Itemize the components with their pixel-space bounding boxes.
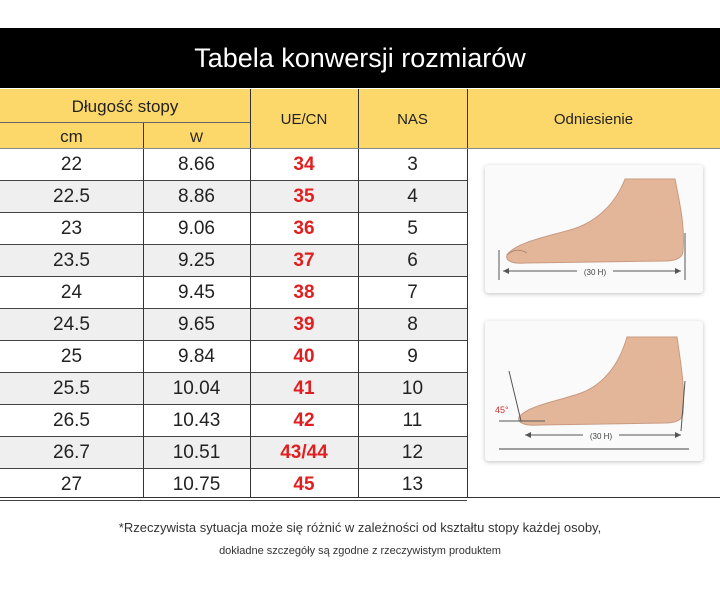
- cell-us: 7: [407, 282, 418, 303]
- cell-w: 9.06: [178, 218, 215, 239]
- header-w: W: [189, 129, 204, 145]
- reference-label: (30 H): [584, 268, 607, 277]
- foot-length-measure-icon: (30 H): [498, 178, 686, 280]
- cell-eu: 36: [293, 218, 315, 239]
- divider: [250, 89, 251, 497]
- table-row: 23.5 9.25 37 6: [0, 245, 467, 277]
- cell-cm: 24: [60, 282, 83, 303]
- cell-us: 5: [407, 218, 418, 239]
- divider: [143, 123, 144, 497]
- cell-w: 10.43: [172, 410, 221, 431]
- cell-us: 10: [401, 378, 424, 399]
- cell-eu: 45: [293, 474, 315, 495]
- cell-us: 13: [401, 474, 424, 495]
- cell-eu: 41: [293, 378, 315, 399]
- cell-cm: 25.5: [53, 378, 90, 399]
- divider: [358, 89, 359, 497]
- cell-eu: 43/44: [280, 442, 328, 463]
- foot-angle-measure-icon: 45° (30 H): [495, 336, 689, 450]
- row-divider: [0, 244, 467, 245]
- cell-w: 10.75: [172, 474, 221, 495]
- header-us: NAS: [397, 110, 428, 128]
- cell-cm: 24.5: [53, 314, 90, 335]
- cell-us: 9: [407, 346, 418, 367]
- cell-eu: 40: [293, 346, 315, 367]
- table-row: 23 9.06 36 5: [0, 213, 467, 245]
- table-row: 25.5 10.04 41 10: [0, 373, 467, 405]
- angle-label: 45°: [495, 405, 509, 415]
- row-divider: [0, 212, 467, 213]
- table-row: 22 8.66 34 3: [0, 149, 467, 181]
- table-row: 22.5 8.86 35 4: [0, 181, 467, 213]
- header-reference: Odniesienie: [553, 110, 634, 128]
- divider: [0, 497, 720, 498]
- cell-us: 8: [407, 314, 418, 335]
- cell-cm: 23: [60, 218, 83, 239]
- cell-eu: 37: [293, 250, 315, 271]
- cell-us: 12: [401, 442, 424, 463]
- row-divider: [0, 276, 467, 277]
- row-divider: [0, 340, 467, 341]
- table-row: 24.5 9.65 39 8: [0, 309, 467, 341]
- cell-w: 9.84: [178, 346, 215, 367]
- cell-cm: 22.5: [53, 186, 90, 207]
- cell-w: 8.66: [178, 154, 215, 175]
- row-divider: [0, 436, 467, 437]
- cell-us: 4: [407, 186, 418, 207]
- reference-label: (30 H): [590, 432, 613, 441]
- cell-w: 8.86: [178, 186, 215, 207]
- divider: [0, 148, 720, 149]
- cell-w: 10.51: [172, 442, 221, 463]
- cell-w: 9.45: [178, 282, 215, 303]
- cell-cm: 22: [60, 154, 83, 175]
- row-divider: [0, 468, 467, 469]
- footnote-line-1: *Rzeczywista sytuacja może się różnić w …: [118, 520, 602, 535]
- cell-w: 10.04: [172, 378, 221, 399]
- cell-eu: 42: [293, 410, 315, 431]
- table-row: 26.5 10.43 42 11: [0, 405, 467, 437]
- row-divider: [0, 404, 467, 405]
- cell-us: 3: [407, 154, 418, 175]
- cell-us: 6: [407, 250, 418, 271]
- header-eu-cn: UE/CN: [280, 110, 328, 128]
- header-cm: cm: [60, 127, 83, 146]
- footnote-line-2: dokładne szczegóły są zgodne z rzeczywis…: [219, 545, 501, 557]
- reference-panel: (30 H) 45° (30 H): [468, 149, 720, 497]
- row-divider: [0, 372, 467, 373]
- row-divider: [0, 500, 467, 501]
- cell-cm: 26.7: [53, 442, 90, 463]
- cell-us: 11: [402, 410, 423, 431]
- cell-cm: 23.5: [53, 250, 90, 271]
- divider: [467, 89, 468, 497]
- chart-title: Tabela konwersji rozmiarów: [0, 28, 720, 88]
- table-row: 25 9.84 40 9: [0, 341, 467, 373]
- cell-w: 9.65: [178, 314, 215, 335]
- cell-eu: 34: [293, 154, 315, 175]
- cell-eu: 35: [293, 186, 315, 207]
- cell-cm: 25: [60, 346, 83, 367]
- cell-cm: 26.5: [53, 410, 90, 431]
- cell-eu: 39: [293, 314, 315, 335]
- table-row: 26.7 10.51 43/44 12: [0, 437, 467, 469]
- table-row: 24 9.45 38 7: [0, 277, 467, 309]
- reference-image-1: (30 H): [485, 165, 703, 293]
- header-foot-length: Długość stopy: [71, 97, 179, 116]
- reference-image-2: 45° (30 H): [485, 321, 703, 461]
- cell-w: 9.25: [178, 250, 215, 271]
- row-divider: [0, 180, 467, 181]
- cell-eu: 38: [293, 282, 315, 303]
- row-divider: [0, 308, 467, 309]
- cell-cm: 27: [60, 474, 83, 495]
- header-subdivider: [0, 122, 250, 123]
- table-header: Długość stopy cm W UE/CN NAS Odniesienie: [0, 89, 720, 149]
- table-row: 27 10.75 45 13: [0, 469, 467, 501]
